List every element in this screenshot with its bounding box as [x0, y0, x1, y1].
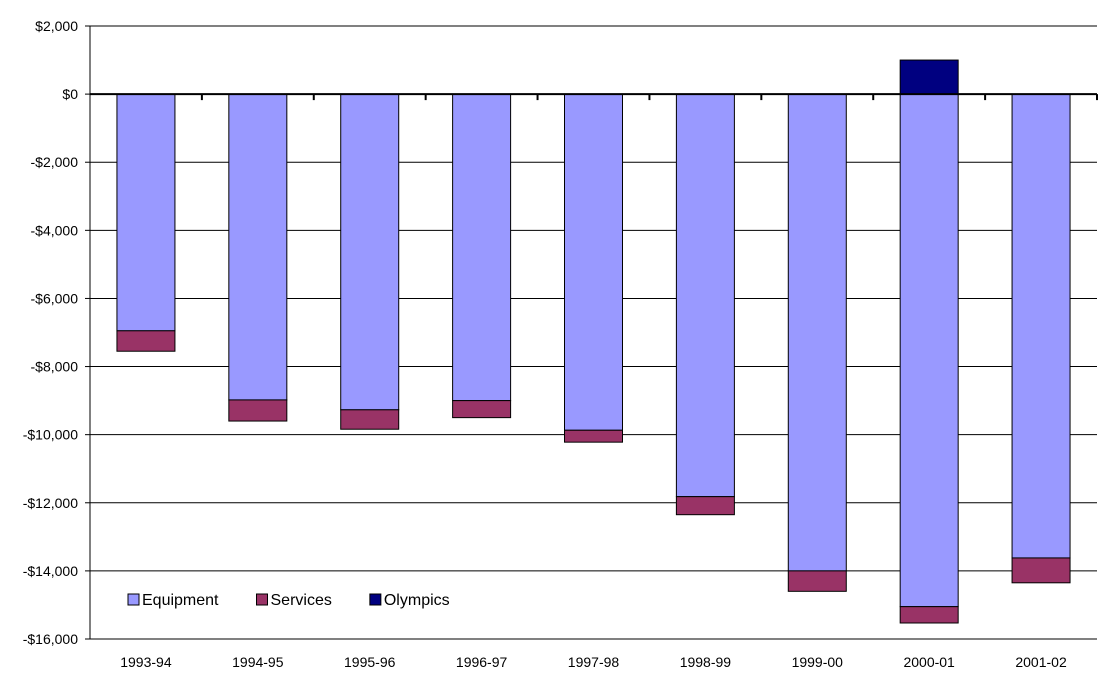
bar-equipment-1995-96: [340, 93, 400, 411]
y-tick-label: -$16,000: [23, 631, 78, 647]
x-tick-label: 2000-01: [903, 654, 955, 670]
x-tick-label: 1998-99: [680, 654, 732, 670]
bar-services-1995-96: [340, 409, 400, 430]
y-tick-label: -$8,000: [31, 359, 79, 375]
bar-olympics-2000-01: [899, 59, 959, 95]
bar-services-1997-98: [564, 429, 623, 443]
bar-equipment-1999-00: [787, 93, 847, 572]
bars: [116, 59, 1071, 624]
legend: Equipment Services Olympics: [127, 592, 450, 609]
legend-label-equipment: Equipment: [142, 592, 219, 609]
y-tick-label: $0: [62, 86, 78, 102]
bar-services-1993-94: [116, 330, 176, 352]
bar-services-1994-95: [228, 399, 288, 422]
bar-services-1999-00: [787, 570, 847, 592]
bar-services-1998-99: [675, 496, 735, 516]
x-tick-label: 2001-02: [1015, 654, 1067, 670]
bar-equipment-2001-02: [1011, 93, 1071, 559]
bar-equipment-1994-95: [228, 93, 288, 401]
y-tick-label: -$4,000: [31, 222, 79, 238]
x-tick-label: 1994-95: [232, 654, 284, 670]
legend-swatch-olympics: [369, 593, 382, 606]
bar-equipment-1993-94: [116, 93, 176, 332]
bar-services-1996-97: [452, 400, 512, 419]
x-tick-label: 1997-98: [568, 654, 620, 670]
bar-services-2000-01: [899, 606, 959, 624]
legend-swatch-services: [256, 593, 268, 606]
bar-equipment-1998-99: [675, 93, 735, 498]
x-tick-label: 1999-00: [792, 654, 844, 670]
legend-swatch-equipment: [127, 593, 140, 606]
y-tick-label: -$2,000: [31, 154, 79, 170]
y-tick-label: $2,000: [35, 18, 78, 34]
legend-label-olympics: Olympics: [384, 592, 450, 609]
bar-equipment-1997-98: [564, 93, 623, 431]
y-tick-label: -$6,000: [31, 290, 79, 306]
x-tick-label: 1996-97: [456, 654, 508, 670]
y-tick-label: -$10,000: [23, 427, 78, 443]
bar-equipment-1996-97: [452, 93, 512, 402]
bar-services-2001-02: [1011, 557, 1071, 584]
x-tick-label: 1993-94: [120, 654, 172, 670]
bar-equipment-2000-01: [899, 93, 959, 608]
y-tick-label: -$14,000: [23, 563, 78, 579]
legend-label-services: Services: [271, 592, 332, 609]
axes: $2,000 $0 -$2,000 -$4,000 -$6,000 -$8,000 -$10…: [23, 18, 1098, 670]
y-tick-label: -$12,000: [23, 495, 78, 511]
x-tick-label: 1995-96: [344, 654, 396, 670]
